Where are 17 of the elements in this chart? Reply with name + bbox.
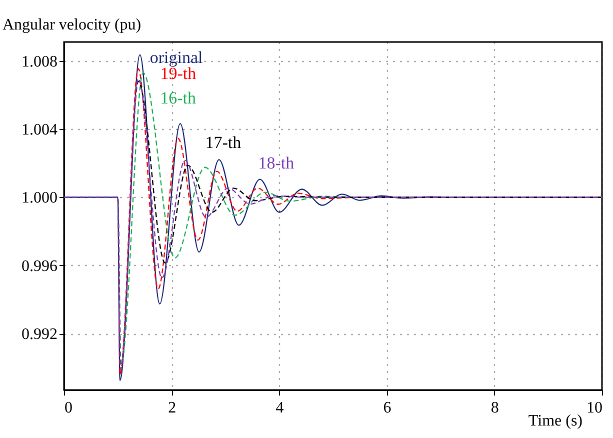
series-label: 17-th	[205, 133, 242, 152]
y-tick-label: 0.996	[22, 258, 58, 275]
y-tick-label: 0.992	[22, 326, 58, 344]
y-tick-label: 1.000	[22, 190, 58, 207]
x-tick-label: 8	[490, 400, 499, 416]
x-axis-title: Time (s)	[528, 412, 582, 430]
x-tick-label: 6	[383, 400, 392, 416]
x-tick-label: 0	[64, 400, 72, 416]
series-label: 18-th	[258, 154, 295, 173]
x-tick-label: 4	[276, 400, 284, 416]
y-tick-label: 1.004	[22, 122, 58, 138]
x-tick-label: 10	[586, 400, 602, 416]
series-label: 16-th	[160, 88, 196, 108]
x-tick-label: 2	[168, 400, 176, 416]
series-label: original	[150, 48, 204, 67]
y-axis-title: Angular velocity (pu)	[2, 16, 142, 34]
y-tick-label: 1.008	[22, 53, 58, 70]
